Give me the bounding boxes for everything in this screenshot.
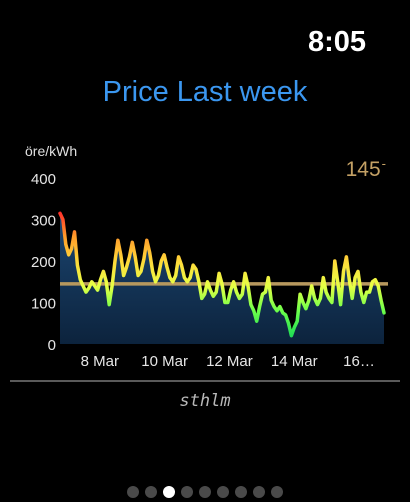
region-label: sthlm <box>179 391 231 411</box>
average-price: 145- <box>345 156 386 182</box>
x-tick-label: 12 Mar <box>206 353 253 370</box>
x-tick-label: 14 Mar <box>271 353 318 370</box>
page-dot[interactable] <box>235 486 247 498</box>
page-title: Price Last week <box>102 76 308 108</box>
divider <box>10 380 400 382</box>
price-area <box>60 213 384 344</box>
y-axis-unit-label: öre/kWh <box>25 143 78 159</box>
page-dot[interactable] <box>181 486 193 498</box>
page-dot[interactable] <box>199 486 211 498</box>
y-tick-label: 300 <box>31 213 56 230</box>
x-tick-label: 16… <box>343 353 375 370</box>
page-dot[interactable] <box>271 486 283 498</box>
y-tick-label: 200 <box>31 254 56 271</box>
page-dot[interactable] <box>217 486 229 498</box>
y-tick-label: 0 <box>48 337 56 354</box>
average-price-value: 145 <box>345 158 381 181</box>
price-line <box>58 211 386 338</box>
y-tick-label: 400 <box>31 171 56 188</box>
clock: 8:05 <box>307 26 366 58</box>
page-dot[interactable] <box>253 486 265 498</box>
average-price-suffix: - <box>381 156 386 171</box>
page-indicator[interactable] <box>0 486 410 498</box>
page-dot[interactable] <box>145 486 157 498</box>
x-tick-label: 10 Mar <box>141 353 188 370</box>
x-tick-label: 8 Mar <box>81 353 119 370</box>
price-chart[interactable]: 0 100 200 300 400 8 Mar 10 Mar 12 Mar 14 Mar 16… <box>0 0 410 380</box>
page-dot[interactable] <box>163 486 175 498</box>
y-tick-label: 100 <box>31 296 56 313</box>
page-dot[interactable] <box>127 486 139 498</box>
